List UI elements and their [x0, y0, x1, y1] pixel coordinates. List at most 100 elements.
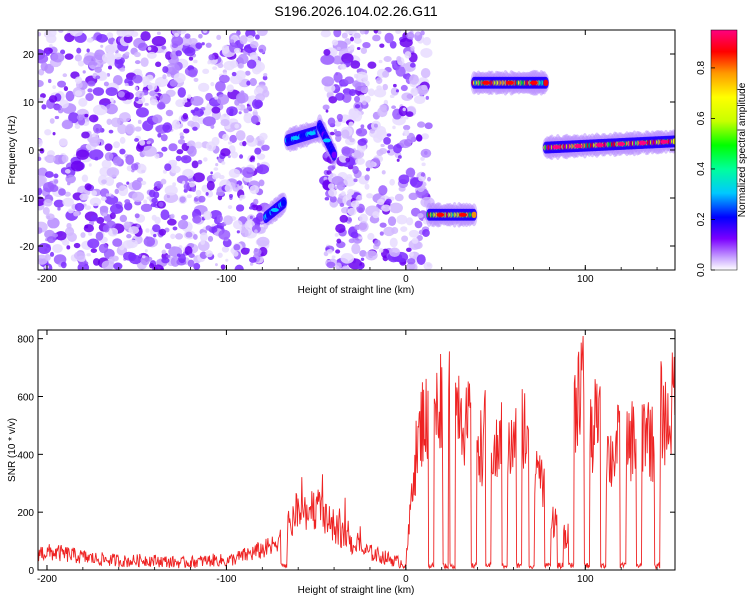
noise-blob: [185, 231, 193, 238]
colorbar-tick-label: 0.4: [696, 162, 707, 176]
noise-blob: [119, 112, 131, 123]
noise-blob: [246, 80, 251, 86]
noise-blob: [391, 60, 397, 66]
noise-blob: [187, 145, 197, 157]
noise-blob: [233, 244, 241, 251]
noise-blob: [328, 188, 338, 197]
noise-blob: [424, 122, 433, 130]
noise-blob: [327, 165, 335, 171]
noise-blob: [355, 195, 363, 201]
noise-blob: [377, 106, 388, 118]
noise-blob: [334, 130, 342, 137]
noise-blob: [156, 101, 166, 110]
noise-blob: [354, 104, 361, 109]
noise-blob: [415, 134, 423, 142]
noise-blob: [420, 172, 426, 178]
noise-blob: [342, 92, 352, 103]
noise-blob: [345, 157, 351, 163]
noise-blob: [409, 251, 414, 257]
noise-blob: [87, 88, 93, 93]
noise-blob: [90, 215, 98, 222]
noise-blob: [192, 115, 200, 123]
noise-blob: [140, 180, 147, 186]
signal-peak: [543, 79, 549, 87]
noise-blob: [170, 233, 176, 240]
noise-blob: [254, 99, 264, 109]
noise-blob: [232, 186, 240, 192]
noise-blob: [347, 188, 355, 196]
noise-blob: [44, 154, 56, 164]
noise-blob: [43, 30, 52, 38]
noise-blob: [160, 267, 164, 270]
colorbar-tick-label: 0.0: [696, 263, 707, 277]
noise-blob: [343, 176, 356, 187]
noise-blob: [49, 118, 55, 124]
noise-blob: [45, 50, 51, 56]
noise-blob: [353, 37, 362, 44]
noise-blob: [230, 151, 239, 159]
noise-blob: [340, 253, 355, 264]
noise-blob: [218, 74, 230, 84]
noise-blob: [173, 72, 186, 84]
noise-blob: [49, 251, 55, 257]
spectrogram-ytick-label: 20: [23, 50, 35, 61]
noise-blob: [422, 37, 432, 46]
noise-blob: [81, 131, 90, 139]
noise-blob: [394, 193, 404, 202]
noise-blob: [76, 47, 82, 54]
spectrogram-ytick-label: 10: [23, 98, 35, 109]
noise-blob: [207, 235, 214, 242]
noise-blob: [77, 60, 85, 67]
noise-blob: [368, 88, 375, 97]
noise-blob: [205, 191, 209, 196]
noise-blob: [156, 183, 161, 189]
noise-blob: [195, 42, 203, 49]
noise-blob: [221, 161, 226, 165]
noise-blob: [151, 197, 158, 204]
noise-blob: [216, 34, 222, 41]
noise-blob: [95, 231, 104, 241]
noise-blob: [355, 157, 365, 165]
noise-blob: [191, 160, 199, 169]
noise-blob: [74, 124, 81, 129]
snr-panel: -200 -100 0 100 0 200 400 600 800 Height of stra…: [7, 329, 676, 596]
signal-hotspot: [505, 80, 514, 85]
noise-blob: [119, 148, 126, 155]
snr-y-axis-label: SNR (10 * v/v): [7, 418, 18, 482]
noise-blob: [96, 34, 109, 43]
noise-blob: [82, 70, 86, 74]
noise-blob: [262, 89, 270, 98]
noise-blob: [190, 96, 204, 107]
spectrogram-xtick-label: -200: [37, 274, 57, 285]
noise-blob: [406, 247, 412, 252]
noise-blob: [396, 56, 402, 62]
noise-blob: [380, 143, 385, 148]
noise-blob: [262, 75, 268, 81]
noise-blob: [83, 55, 96, 66]
noise-blob: [112, 230, 117, 235]
noise-blob: [168, 143, 178, 152]
noise-blob: [135, 107, 149, 118]
signal-hotspot: [436, 212, 445, 217]
noise-blob: [90, 248, 98, 254]
noise-blob: [175, 50, 182, 57]
noise-blob: [160, 209, 170, 221]
noise-blob: [327, 117, 336, 126]
noise-blob: [405, 217, 414, 226]
noise-blob: [401, 92, 413, 101]
noise-blob: [332, 55, 344, 65]
noise-blob: [88, 114, 99, 123]
noise-blob: [336, 85, 339, 90]
noise-blob: [406, 31, 415, 40]
noise-blob: [389, 41, 397, 49]
noise-blob: [64, 191, 71, 197]
noise-blob: [416, 254, 426, 265]
signal-hotspot: [529, 80, 538, 85]
noise-blob: [398, 174, 410, 185]
noise-blob: [397, 155, 402, 159]
noise-blob: [327, 183, 335, 190]
noise-blob: [243, 108, 249, 114]
noise-blob: [134, 138, 140, 142]
noise-blob: [38, 153, 41, 157]
